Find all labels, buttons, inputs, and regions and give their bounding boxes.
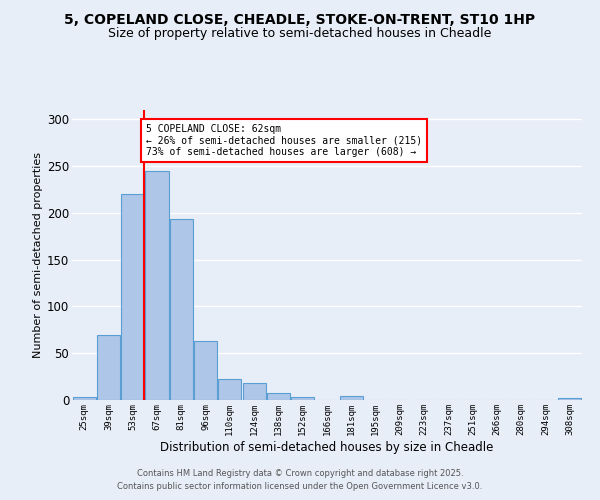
Bar xyxy=(218,380,241,400)
Text: 5 COPELAND CLOSE: 62sqm
← 26% of semi-detached houses are smaller (215)
73% of s: 5 COPELAND CLOSE: 62sqm ← 26% of semi-de… xyxy=(146,124,422,157)
Bar xyxy=(267,392,290,400)
Text: Contains public sector information licensed under the Open Government Licence v3: Contains public sector information licen… xyxy=(118,482,482,491)
Bar xyxy=(291,397,314,400)
Bar xyxy=(97,334,120,400)
Text: Contains HM Land Registry data © Crown copyright and database right 2025.: Contains HM Land Registry data © Crown c… xyxy=(137,468,463,477)
Text: 5, COPELAND CLOSE, CHEADLE, STOKE-ON-TRENT, ST10 1HP: 5, COPELAND CLOSE, CHEADLE, STOKE-ON-TRE… xyxy=(64,12,536,26)
Bar xyxy=(242,383,266,400)
Bar xyxy=(73,397,95,400)
X-axis label: Distribution of semi-detached houses by size in Cheadle: Distribution of semi-detached houses by … xyxy=(160,440,494,454)
Bar xyxy=(340,396,363,400)
Bar xyxy=(194,341,217,400)
Y-axis label: Number of semi-detached properties: Number of semi-detached properties xyxy=(33,152,43,358)
Text: Size of property relative to semi-detached houses in Cheadle: Size of property relative to semi-detach… xyxy=(109,28,491,40)
Bar xyxy=(121,194,144,400)
Bar xyxy=(559,398,581,400)
Bar xyxy=(145,171,169,400)
Bar xyxy=(170,220,193,400)
